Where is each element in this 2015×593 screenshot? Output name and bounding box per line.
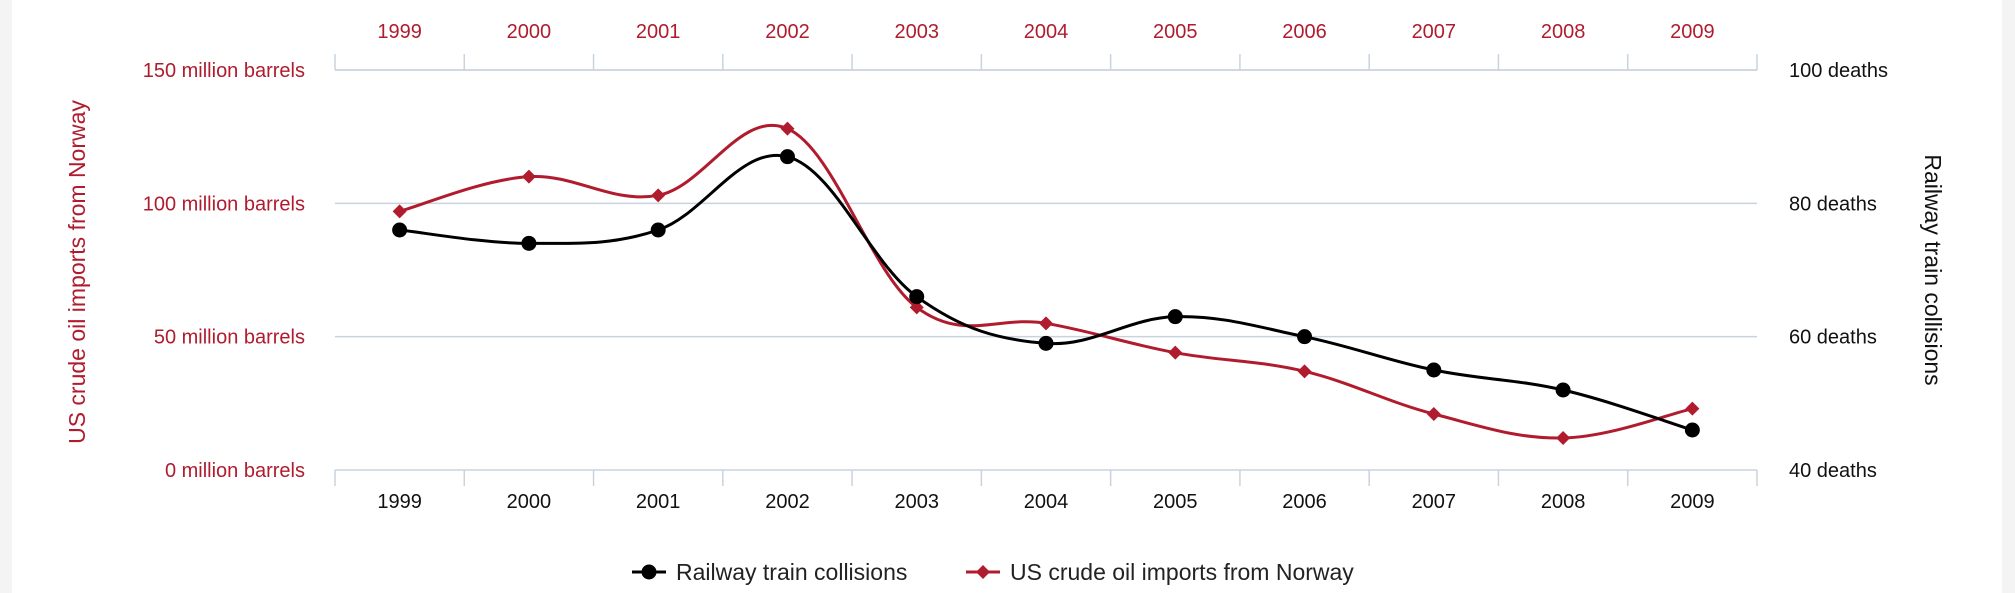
- bottom-year-label: 2004: [1024, 491, 1069, 513]
- train-collisions-point: [521, 235, 537, 251]
- legend-oil-marker: [976, 565, 990, 579]
- oil-imports-point: [780, 121, 795, 136]
- train-collisions-point: [1297, 329, 1313, 345]
- train-collisions-point: [1684, 422, 1700, 438]
- top-year-label: 2005: [1153, 21, 1198, 43]
- left-tick-label: 50 million barrels: [154, 327, 305, 349]
- oil-imports-point: [1685, 401, 1700, 416]
- train-collisions-point: [1555, 382, 1571, 398]
- top-year-label: 2004: [1024, 21, 1069, 43]
- oil-imports-point: [1168, 345, 1183, 360]
- bottom-year-label: 2009: [1670, 491, 1715, 513]
- top-year-label: 2002: [765, 21, 810, 43]
- top-year-label: 2006: [1282, 21, 1327, 43]
- oil-imports-point: [392, 204, 407, 219]
- train-collisions-point: [1426, 362, 1442, 378]
- bottom-year-label: 2000: [507, 491, 552, 513]
- right-tick-label: 100 deaths: [1789, 60, 1888, 82]
- right-value-axis: 100 deaths 80 deaths 60 deaths 40 deaths: [1789, 60, 1888, 482]
- legend-train-label: Railway train collisions: [676, 559, 907, 585]
- top-year-axis: 1999 2000 2001 2002 2003 2004 2005 2006 2007 2008…: [334, 21, 1758, 71]
- oil-imports-point: [909, 300, 924, 315]
- top-year-label: 2003: [894, 21, 939, 43]
- chart-legend: Railway train collisions US crude oil imp…: [632, 559, 1354, 585]
- train-collisions-point: [1038, 335, 1054, 351]
- top-year-label: 1999: [377, 21, 422, 43]
- left-tick-label: 100 million barrels: [143, 193, 305, 215]
- bottom-year-axis: 1999 2000 2001 2002 2003 2004 2005 2006 2007 2008…: [334, 469, 1758, 513]
- oil-imports-point: [1039, 316, 1053, 331]
- bottom-year-label: 2006: [1282, 491, 1327, 513]
- left-axis-title: US crude oil imports from Norway: [64, 100, 90, 444]
- top-year-label: 2000: [507, 21, 552, 43]
- bottom-year-label: 2005: [1153, 491, 1198, 513]
- train-collisions-point: [392, 222, 408, 238]
- oil-imports-point: [1297, 364, 1312, 379]
- right-tick-label: 80 deaths: [1789, 193, 1877, 215]
- bottom-year-label: 1999: [377, 491, 422, 513]
- right-axis-title: Railway train collisions: [1920, 154, 1946, 385]
- top-year-label: 2007: [1412, 21, 1457, 43]
- top-year-label: 2001: [636, 21, 681, 43]
- train-collisions-line: [399, 153, 1693, 432]
- gridlines: [335, 69, 1757, 338]
- top-year-label: 2009: [1670, 21, 1715, 43]
- train-collisions-point: [1167, 309, 1183, 325]
- legend-train-marker: [641, 564, 657, 580]
- left-tick-label: 150 million barrels: [143, 60, 305, 82]
- bottom-year-label: 2002: [765, 491, 810, 513]
- right-tick-label: 60 deaths: [1789, 327, 1877, 349]
- right-tick-label: 40 deaths: [1789, 460, 1877, 482]
- bottom-year-label: 2007: [1412, 491, 1457, 513]
- top-year-label: 2008: [1541, 21, 1586, 43]
- train-collisions-point: [909, 289, 925, 305]
- bottom-year-label: 2001: [636, 491, 681, 513]
- bottom-year-label: 2008: [1541, 491, 1586, 513]
- oil-imports-point: [1426, 407, 1441, 421]
- chart-panel: [12, 0, 2002, 593]
- left-tick-label: 0 million barrels: [165, 460, 305, 482]
- series-layer: [392, 121, 1700, 445]
- oil-imports-point: [521, 169, 536, 184]
- oil-imports-line: [399, 124, 1693, 440]
- oil-imports-point: [651, 188, 666, 203]
- oil-imports-point: [1556, 431, 1571, 445]
- left-value-axis: 150 million barrels 100 million barrels 50…: [143, 60, 305, 482]
- train-collisions-point: [650, 222, 666, 238]
- bottom-year-label: 2003: [894, 491, 939, 513]
- train-collisions-point: [779, 149, 795, 165]
- legend-oil-label: US crude oil imports from Norway: [1010, 559, 1354, 585]
